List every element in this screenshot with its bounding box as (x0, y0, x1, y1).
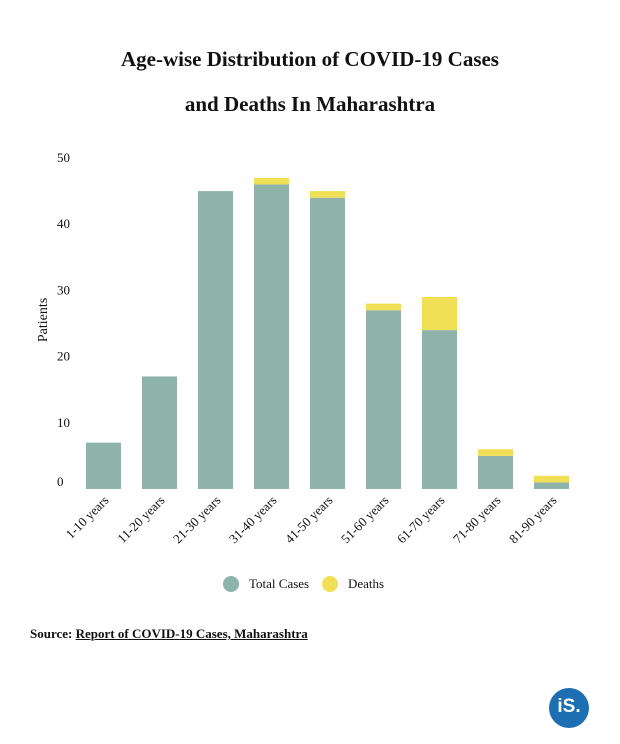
bar-deaths (366, 303, 401, 311)
x-tick-label: 11-20 years (114, 493, 167, 546)
x-tick-label: 81-90 years (506, 493, 560, 547)
legend-label: Deaths (348, 576, 384, 591)
bar-deaths (534, 475, 569, 483)
bar-deaths (254, 177, 289, 185)
bar-total-cases (366, 310, 401, 489)
legend-swatch (223, 576, 239, 592)
bar-total-cases (254, 184, 289, 490)
bar-total-cases (478, 455, 513, 489)
bar-deaths (310, 191, 345, 198)
bar-total-cases (198, 191, 233, 489)
bar-total-cases (86, 442, 121, 489)
bar-deaths (422, 297, 457, 331)
x-tick-label: 1-10 years (62, 493, 111, 542)
y-tick-label: 30 (57, 282, 70, 297)
x-tick-label: 21-30 years (170, 493, 224, 547)
y-axis-label: Patients (36, 298, 51, 342)
bar-deaths (478, 449, 513, 456)
x-tick-label: 71-80 years (450, 493, 504, 547)
legend-label: Total Cases (249, 576, 309, 591)
y-axis: 0 10 20 30 40 50 Patients (36, 150, 70, 489)
y-tick-label: 20 (57, 349, 70, 364)
bar-total-cases (310, 197, 345, 489)
y-tick-label: 0 (57, 474, 64, 489)
x-tick-label: 51-60 years (338, 493, 392, 547)
source-label: Source: (30, 626, 73, 641)
chart-area: 0 10 20 30 40 50 Patients 1-10 years 11-20 year… (36, 150, 569, 592)
bars (86, 177, 569, 490)
x-axis: 1-10 years 11-20 years 21-30 years 31-40 ye… (62, 493, 559, 547)
source-link[interactable]: Report of COVID-19 Cases, Maharashtra (75, 626, 308, 641)
chart-title-line-1: Age-wise Distribution of COVID-19 Cases (121, 47, 499, 71)
source-note: Source: Report of COVID-19 Cases, Mahara… (30, 626, 308, 642)
y-tick-label: 40 (57, 216, 70, 231)
x-tick-label: 61-70 years (394, 493, 448, 547)
bar-total-cases (534, 482, 569, 489)
legend: Total Cases Deaths (223, 576, 384, 592)
chart-title-line-2: and Deaths In Maharashtra (184, 92, 436, 116)
bar-total-cases (422, 330, 457, 489)
logo-badge: iS. (549, 688, 589, 728)
y-tick-label: 10 (57, 415, 70, 430)
x-tick-label: 41-50 years (282, 493, 336, 547)
legend-swatch (322, 576, 338, 592)
bar-total-cases (142, 376, 177, 489)
y-tick-label: 50 (57, 150, 70, 165)
x-tick-label: 31-40 years (226, 493, 280, 547)
